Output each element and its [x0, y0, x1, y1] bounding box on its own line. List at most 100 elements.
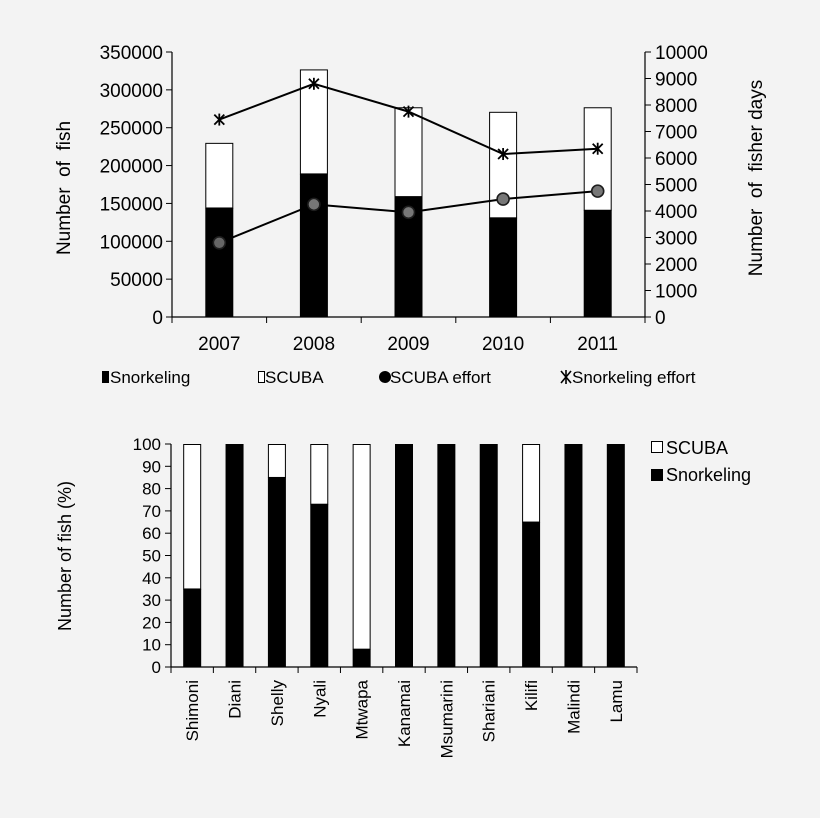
bottom-y-tick-label: 90	[142, 457, 161, 476]
bottom-x-tick-label-lamu: Lamu	[607, 680, 626, 723]
top-x-tick-label: 2008	[293, 334, 335, 355]
top-left-tick-label: 350000	[100, 43, 163, 64]
bottom-x-tick-label-nyali: Nyali	[310, 680, 329, 718]
bottom-y-tick-label: 100	[133, 435, 161, 454]
top-left-tick-label: 300000	[100, 81, 163, 102]
bottom-y-tick-label: 60	[142, 524, 161, 543]
bottom-y-tick-label: 0	[152, 658, 161, 677]
top-left-tick-label: 250000	[100, 119, 163, 140]
top-left-tick-label: 50000	[110, 270, 163, 291]
marker-snorkeling-effort-2009	[402, 105, 415, 118]
legend2-swatch-scuba	[651, 441, 663, 453]
bar-scuba-2007	[205, 142, 234, 209]
bar-snorkeling-2010	[489, 217, 518, 317]
top-x-tick-label: 2011	[577, 334, 618, 355]
bottom-legend: SCUBA Snorkeling	[651, 438, 751, 485]
top-left-tick-label: 0	[152, 308, 163, 329]
top-right-tick-label: 5000	[655, 176, 697, 197]
top-right-tick-label: 0	[655, 308, 666, 329]
bottom-y-tick-label: 10	[142, 636, 161, 655]
marker-snorkeling-effort-2007	[213, 113, 225, 126]
bar-snorkeling-2011	[583, 210, 612, 317]
top-left-tick-label: 200000	[100, 157, 163, 178]
bottom-y-tick-label: 20	[142, 613, 161, 632]
legend-label-snorkeling-effort: Snorkeling effort	[572, 368, 696, 387]
bottom-x-ticks: Shimoni Diani Shelly Nyali Mtwapa Kanamai Msum…	[170, 667, 638, 758]
bottom-x-tick-label-malindi: Malindi	[564, 680, 583, 734]
bottom-x-tick-label-shimoni: Shimoni	[183, 680, 202, 741]
top-left-ticks: 0 50000 100000 150000 200000 250000 300000 3500…	[100, 43, 172, 329]
bottom-x-tick-label-diani: Diani	[226, 680, 245, 719]
legend-marker-snorkeling-effort	[560, 370, 572, 384]
marker-scuba-effort-2011	[590, 184, 605, 198]
bottom-y-tick-label: 40	[142, 569, 161, 588]
marker-scuba-effort-2009	[401, 205, 416, 220]
top-right-tick-label: 4000	[655, 202, 697, 223]
bar-snorkeling-lamu	[606, 444, 625, 667]
marker-snorkeling-effort-2010	[497, 148, 509, 161]
legend-label-scuba: SCUBA	[265, 368, 324, 387]
legend2-swatch-snorkeling	[651, 469, 663, 481]
top-legend: Snorkeling SCUBA SCUBA effort Snorkeling…	[102, 368, 696, 387]
bar-snorkeling-mtwapa	[352, 649, 371, 667]
bar-scuba-shimoni	[183, 444, 202, 590]
marker-snorkeling-effort-2011	[592, 142, 604, 155]
bottom-y-ticks: 0 10 20 30 40 50 60 70 80 90 100	[133, 435, 171, 677]
marker-scuba-effort-2008	[307, 197, 321, 212]
top-x-ticks: 2007 2008 2009 2010 2011	[171, 317, 646, 355]
chart-top: 0500001000001500002000002500003000003500…	[54, 43, 767, 387]
top-y2-axis-title: Number of fisher days	[746, 80, 767, 276]
bar-scuba-2011	[583, 107, 612, 211]
bottom-x-tick-label-kanamai: Kanamai	[395, 680, 414, 747]
legend-label-snorkeling: Snorkeling	[110, 368, 190, 387]
marker-scuba-effort-2007	[212, 236, 227, 250]
top-right-tick-label: 9000	[655, 70, 697, 91]
bar-snorkeling-msumarini	[437, 444, 456, 667]
marker-snorkeling-effort-2008	[308, 77, 320, 90]
legend-label-scuba-effort: SCUBA effort	[390, 368, 491, 387]
bottom-y-tick-label: 30	[142, 591, 161, 610]
marker-scuba-effort-2010	[496, 192, 510, 206]
bar-scuba-kilifi	[522, 444, 541, 523]
legend2-label-scuba: SCUBA	[666, 438, 728, 458]
top-x-tick-label: 2010	[482, 334, 524, 355]
bottom-bars	[183, 444, 625, 667]
bottom-y-axis-title: Number of fish (%)	[55, 481, 75, 631]
top-y-axis-title: Number of fish	[54, 121, 75, 255]
bar-snorkeling-nyali	[310, 504, 329, 667]
legend2-label-snorkeling: Snorkeling	[666, 465, 751, 485]
bar-scuba-nyali	[310, 444, 329, 505]
bottom-x-tick-label-shariani: Shariani	[480, 680, 499, 742]
top-right-tick-label: 7000	[655, 123, 697, 144]
bottom-x-tick-label-kilifi: Kilifi	[522, 680, 541, 711]
bar-snorkeling-2008	[299, 173, 328, 317]
bottom-y-tick-label: 70	[142, 502, 161, 521]
bar-snorkeling-shelly	[267, 477, 286, 667]
bar-snorkeling-malindi	[564, 444, 583, 667]
bar-scuba-2009	[394, 107, 423, 198]
legend-swatch-snorkeling	[102, 371, 109, 383]
bottom-y-tick-label: 50	[142, 547, 161, 566]
top-x-tick-label: 2007	[198, 334, 240, 355]
bar-snorkeling-kilifi	[522, 522, 541, 667]
top-right-tick-label: 6000	[655, 149, 697, 170]
top-left-tick-label: 150000	[100, 194, 163, 215]
bar-snorkeling-diani	[225, 444, 244, 667]
top-right-tick-label: 2000	[655, 255, 697, 276]
top-right-ticks: 0 1000 2000 3000 4000 5000 6000 7000 8000 9000 100…	[645, 43, 708, 329]
top-x-tick-label: 2009	[387, 334, 429, 355]
top-effort-lines	[212, 77, 605, 250]
bar-snorkeling-shimoni	[183, 588, 202, 667]
top-left-tick-label: 100000	[100, 232, 163, 253]
bar-snorkeling-2007	[205, 207, 234, 317]
legend-swatch-scuba	[258, 371, 265, 383]
bar-snorkeling-shariani	[479, 444, 498, 667]
bar-scuba-shelly	[267, 444, 286, 478]
top-right-tick-label: 1000	[655, 282, 697, 303]
top-right-tick-label: 8000	[655, 96, 697, 117]
bar-snorkeling-kanamai	[395, 444, 413, 667]
top-right-tick-label: 3000	[655, 229, 697, 250]
bottom-x-tick-label-shelly: Shelly	[268, 680, 287, 727]
bottom-y-tick-label: 80	[142, 480, 161, 499]
